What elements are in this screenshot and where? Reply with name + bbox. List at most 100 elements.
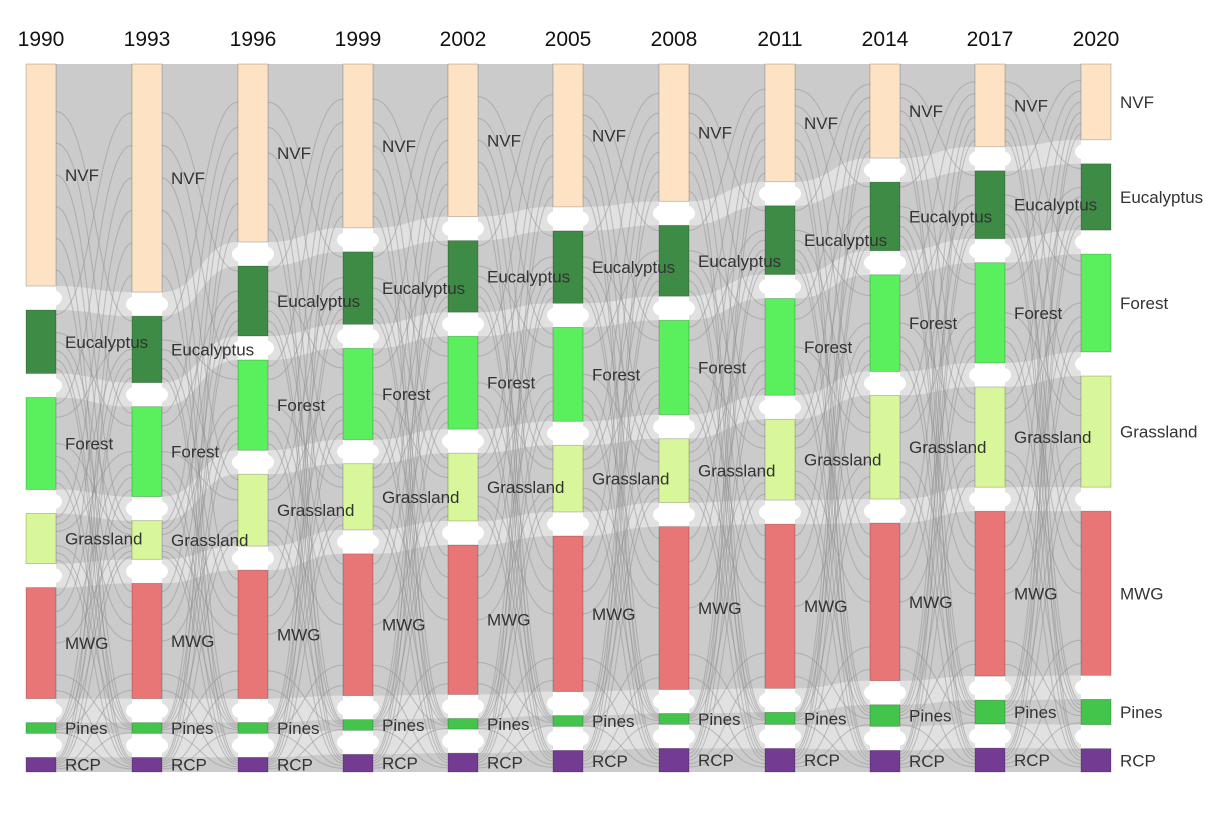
flow-line-forest-to-nvf-2002	[477, 114, 554, 344]
flow-line-eucalyptus-to-rcp-1999	[372, 318, 449, 758]
flow-line-grassland-to-eucalyptus-1996	[267, 287, 344, 491]
flow-line-mwg-to-eucalyptus-2017	[1004, 205, 1082, 548]
flow-line-rcp-to-pines-2005	[582, 723, 660, 768]
flow-line-forest-to-rcp-1996	[267, 443, 344, 762]
flow-line-mwg-to-grassland-2005	[582, 479, 660, 615]
node-nvf-2011	[764, 63, 796, 183]
flow-line-grassland-to-pines-2002	[477, 505, 554, 722]
node-mwg-2014	[869, 522, 901, 682]
flow-line-mwg-to-grassland-1996	[267, 505, 344, 635]
node-grassland-2020	[1080, 375, 1112, 488]
year-label-2020: 2020	[1073, 28, 1120, 51]
flow-line-eucalyptus-to-pines-1993	[161, 367, 239, 726]
flow-line-grassland-to-mwg-2014	[899, 461, 976, 595]
flow-line-nvf-to-pines-2002	[477, 183, 554, 717]
flow-line-grassland-to-forest-2017	[1004, 302, 1082, 424]
flow-line-rcp-to-eucalyptus-2008	[688, 269, 766, 754]
flow-line-nvf-to-forest-2002	[477, 117, 554, 335]
node-label-mwg-1996: MWG	[277, 625, 320, 644]
node-gap-2005-1	[547, 307, 589, 324]
node-gap-2017-1	[969, 242, 1011, 259]
flow-line-forest-to-rcp-2008	[688, 407, 766, 758]
node-forest-2002	[447, 335, 479, 430]
flow-line-eucalyptus-to-forest-1999	[372, 277, 449, 357]
flow-line-nvf-to-eucalyptus-1999	[372, 98, 449, 247]
flow-line-rcp-to-pines-2017	[1004, 722, 1082, 768]
flow-line-pines-to-forest-2005	[582, 393, 660, 721]
flow-line-mwg-to-grassland-2014	[899, 450, 976, 603]
year-label-1999: 1999	[335, 28, 382, 51]
flow-line-nvf-to-pines-1993	[161, 242, 239, 724]
node-pines-2020	[1080, 698, 1112, 726]
flow-line-mwg-to-grassland-2017	[1004, 446, 1082, 595]
node-gap-2014-3	[864, 503, 906, 520]
flow-line-eucalyptus-to-grassland-2005	[582, 266, 660, 453]
flow-line-grassland-to-nvf-1993	[161, 152, 239, 524]
flow-line-rcp-to-eucalyptus-2011	[794, 245, 871, 755]
node-label-grassland-2011: Grassland	[804, 451, 881, 470]
flow-line-rcp-to-pines-2002	[477, 725, 554, 769]
flow-line-grassland-to-eucalyptus-2008	[688, 239, 766, 453]
node-grassland-1996	[237, 473, 269, 547]
flow-line-rcp-to-nvf-2008	[688, 172, 766, 751]
flow-line-nvf-to-rcp-2005	[582, 196, 660, 751]
flow-line-forest-to-grassland-2005	[582, 373, 660, 463]
flow-line-eucalyptus-to-pines-2002	[477, 296, 554, 719]
node-gap-2008-4	[653, 693, 695, 710]
node-label-mwg-2014: MWG	[909, 593, 952, 612]
flow-line-rcp-to-eucalyptus-1996	[267, 318, 344, 762]
node-label-rcp-2017: RCP	[1014, 751, 1050, 770]
flow-line-eucalyptus-to-mwg-1993	[161, 358, 239, 599]
node-gap-1996-3	[232, 550, 274, 567]
flow-line-rcp-to-mwg-1990	[55, 689, 133, 768]
flow-line-mwg-to-nvf-2017	[1004, 112, 1082, 524]
year-label-2014: 2014	[862, 28, 909, 51]
flow-line-rcp-to-pines-1990	[55, 732, 133, 770]
node-eucalyptus-2017	[974, 170, 1006, 240]
flow-line-rcp-to-grassland-2011	[794, 491, 871, 761]
node-gap-1999-4	[337, 699, 379, 716]
flow-line-forest-to-pines-1996	[267, 430, 344, 725]
flow-line-rcp-to-nvf-1990	[55, 275, 133, 760]
node-grassland-1993	[131, 520, 163, 560]
flow-line-rcp-to-nvf-2011	[794, 150, 871, 751]
flow-line-nvf-to-mwg-1996	[267, 177, 344, 565]
flow-line-nvf-to-forest-2005	[582, 114, 660, 328]
flow-line-nvf-to-grassland-2011	[794, 122, 871, 404]
node-gap-2017-4	[969, 680, 1011, 697]
flow-line-grassland-to-forest-1990	[55, 451, 133, 532]
node-label-forest-1990: Forest	[65, 434, 113, 453]
flow-line-grassland-to-nvf-2014	[899, 104, 976, 404]
flow-line-forest-to-pines-1993	[161, 476, 239, 727]
flow-line-forest-to-pines-2005	[582, 400, 660, 718]
node-label-eucalyptus-2017: Eucalyptus	[1014, 196, 1097, 215]
flow-line-forest-to-rcp-2011	[794, 387, 871, 759]
flow-line-pines-to-forest-2008	[688, 373, 766, 718]
node-gap-1990-1	[20, 377, 62, 394]
flow-line-nvf-to-rcp-2011	[794, 172, 871, 753]
flow-line-pines-to-nvf-2014	[899, 128, 976, 707]
flow-line-pines-to-rcp-2011	[794, 723, 871, 768]
flow-line-grassland-to-rcp-2017	[1004, 479, 1082, 761]
flow-line-eucalyptus-to-mwg-1996	[267, 310, 344, 585]
node-label-rcp-2002: RCP	[487, 754, 523, 773]
flow-line-grassland-to-rcp-2002	[477, 515, 554, 762]
node-label-mwg-2020: MWG	[1120, 584, 1163, 603]
node-forest-2020	[1080, 253, 1112, 353]
flow-line-eucalyptus-to-rcp-2014	[899, 245, 976, 754]
node-gap-2017-5	[969, 728, 1011, 745]
node-gap-2005-2	[547, 425, 589, 442]
node-label-rcp-2020: RCP	[1120, 751, 1156, 770]
node-label-rcp-2008: RCP	[698, 751, 734, 770]
node-forest-1996	[237, 359, 269, 451]
node-label-eucalyptus-1990: Eucalyptus	[65, 333, 148, 352]
node-label-forest-2017: Forest	[1014, 304, 1062, 323]
node-eucalyptus-1999	[342, 251, 374, 325]
flow-line-eucalyptus-to-rcp-1996	[267, 330, 344, 759]
node-label-nvf-2011: NVF	[804, 114, 838, 133]
flow-line-pines-to-grassland-2011	[794, 476, 871, 719]
flow-line-mwg-to-grassland-1990	[55, 544, 133, 644]
flow-line-rcp-to-nvf-2017	[1004, 133, 1082, 751]
flow-line-mwg-to-grassland-1993	[161, 519, 239, 642]
flow-line-nvf-to-forest-2008	[688, 112, 766, 306]
